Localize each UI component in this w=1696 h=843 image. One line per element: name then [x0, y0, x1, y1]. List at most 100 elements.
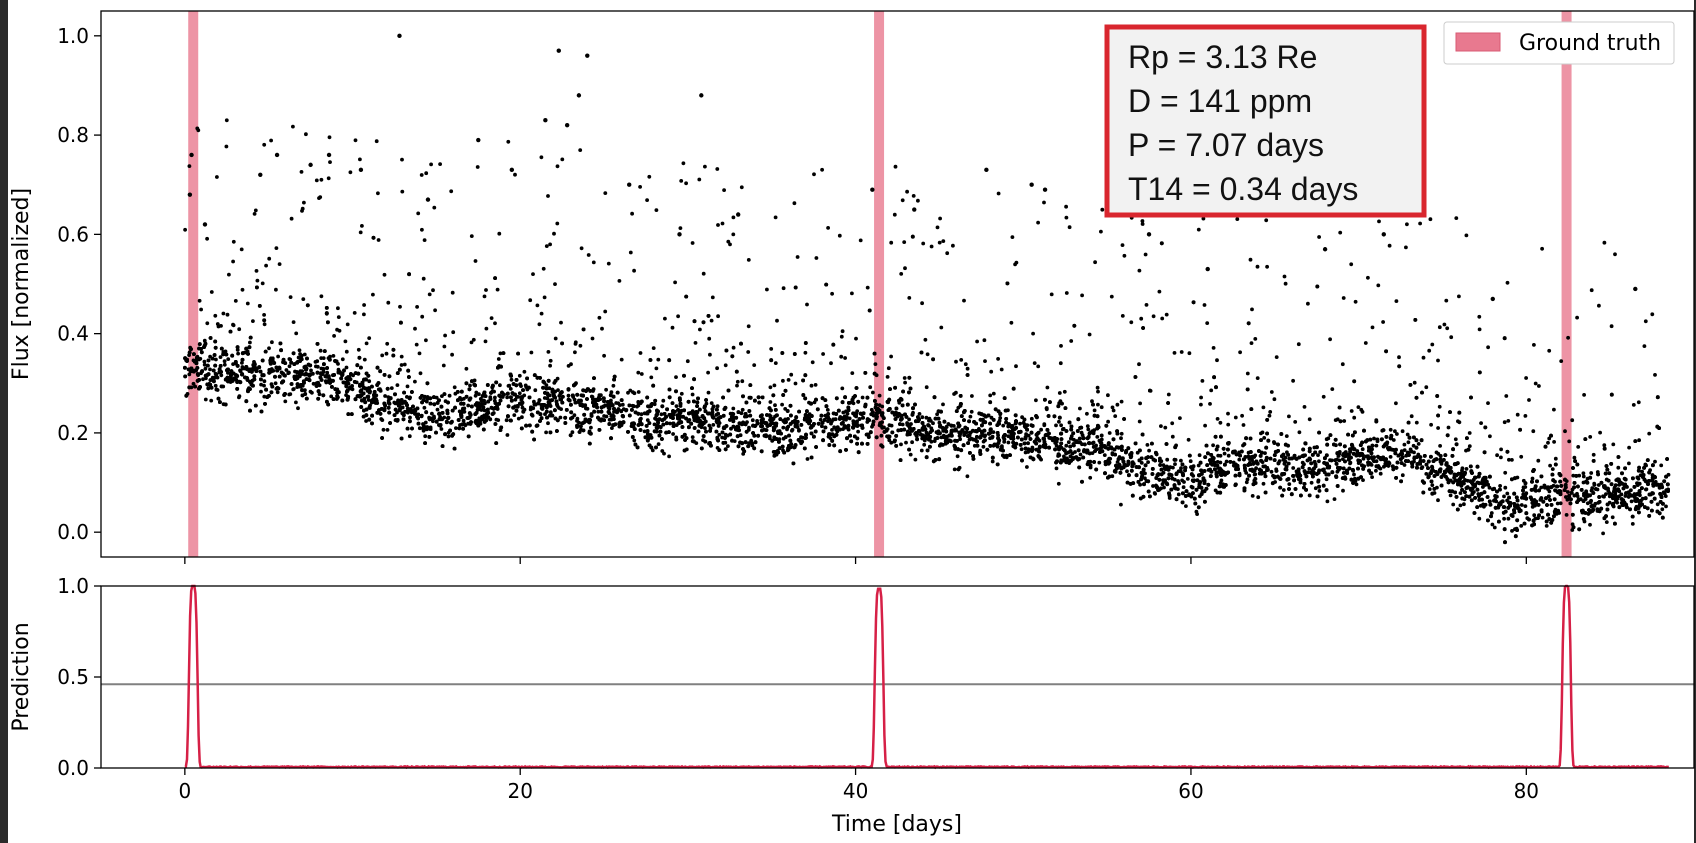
flux-point	[331, 354, 336, 358]
flux-point	[596, 409, 601, 414]
flux-point	[1391, 438, 1396, 442]
flux-point	[547, 386, 552, 391]
flux-point	[423, 434, 428, 439]
flux-point	[609, 390, 614, 395]
flux-point	[407, 434, 412, 439]
flux-point	[1607, 471, 1612, 476]
flux-point	[1006, 440, 1011, 445]
flux-point	[626, 390, 630, 395]
flux-point	[661, 398, 666, 403]
flux-point	[187, 372, 192, 377]
flux-point	[1160, 482, 1165, 487]
flux-point	[970, 394, 974, 398]
flux-point	[612, 409, 616, 414]
flux-point	[1540, 515, 1545, 520]
flux-point	[709, 401, 714, 405]
flux-point	[889, 423, 894, 428]
flux-point	[570, 430, 575, 435]
flux-point	[1503, 485, 1508, 490]
flux-point	[1424, 385, 1429, 390]
flux-point	[548, 410, 553, 414]
flux-point	[195, 372, 200, 376]
flux-point	[1054, 443, 1059, 448]
flux-point	[1370, 475, 1374, 479]
flux-point	[978, 448, 983, 453]
flux-point	[1510, 529, 1514, 533]
flux-point	[797, 428, 801, 432]
flux-point	[1424, 472, 1429, 476]
flux-point	[988, 436, 992, 441]
flux-point	[466, 403, 471, 408]
flux-point	[413, 379, 417, 384]
flux-point	[245, 301, 250, 306]
flux-point	[544, 383, 549, 388]
flux-point	[314, 364, 318, 369]
flux-point	[288, 357, 293, 362]
flux-point	[215, 375, 220, 380]
flux-point	[773, 403, 777, 408]
flux-point	[237, 395, 241, 400]
flux-point	[1487, 485, 1492, 490]
flux-point	[1596, 483, 1601, 487]
flux-point	[1502, 516, 1506, 521]
flux-point	[829, 421, 833, 426]
flux-point	[1660, 507, 1665, 512]
flux-point	[512, 413, 517, 417]
flux-point	[1179, 458, 1183, 463]
flux-point	[611, 383, 616, 388]
flux-point	[546, 421, 550, 426]
flux-point	[226, 357, 231, 361]
flux-point	[1281, 488, 1286, 492]
flux-point	[572, 397, 577, 402]
flux-point	[505, 433, 510, 437]
flux-point	[652, 422, 657, 427]
flux-point	[1119, 399, 1124, 404]
flux-point	[1589, 471, 1594, 475]
flux-point	[459, 397, 464, 402]
flux-point	[865, 285, 870, 290]
flux-point	[1328, 337, 1332, 342]
flux-point	[717, 432, 722, 437]
flux-point	[1203, 423, 1207, 428]
flux-point	[839, 354, 844, 359]
flux-point	[710, 412, 715, 416]
flux-point	[679, 391, 684, 396]
flux-point	[1402, 463, 1407, 467]
flux-point	[395, 383, 400, 387]
flux-point	[469, 340, 474, 345]
flux-point	[889, 440, 894, 445]
flux-point	[417, 426, 422, 431]
flux-point	[799, 435, 803, 440]
flux-point	[1604, 492, 1608, 496]
flux-point	[599, 393, 603, 398]
flux-point	[805, 457, 810, 461]
flux-point	[715, 404, 720, 409]
flux-point	[1430, 483, 1435, 487]
flux-point	[1146, 460, 1150, 464]
flux-point	[1593, 501, 1598, 506]
flux-point	[910, 440, 914, 445]
flux-point	[447, 393, 452, 398]
flux-point	[1604, 520, 1609, 524]
flux-point	[1090, 429, 1095, 433]
flux-point	[1211, 443, 1215, 448]
flux-point	[913, 457, 918, 462]
flux-point	[735, 383, 739, 388]
flux-point	[783, 407, 788, 411]
flux-point	[610, 426, 614, 430]
flux-point	[309, 368, 313, 373]
flux-point	[1059, 423, 1063, 428]
flux-point	[1436, 451, 1441, 456]
flux-point	[674, 404, 679, 408]
flux-point	[219, 373, 224, 378]
flux-point	[620, 402, 625, 407]
flux-point	[1222, 451, 1227, 456]
flux-point	[818, 417, 823, 422]
flux-point	[1378, 471, 1383, 476]
flux-point	[504, 418, 509, 423]
flux-point	[904, 440, 908, 445]
flux-point	[668, 421, 672, 426]
flux-point	[726, 444, 730, 448]
flux-point	[1372, 436, 1376, 441]
flux-point	[1197, 453, 1202, 458]
